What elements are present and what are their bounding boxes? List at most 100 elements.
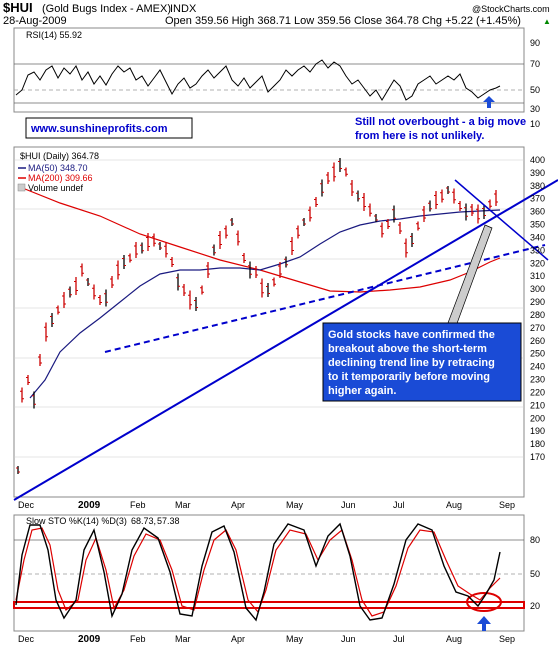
sto-tick: 20 xyxy=(530,601,540,611)
chart-symbol: $HUI xyxy=(3,0,33,15)
rsi-grid xyxy=(14,63,524,104)
price-tick-label: 340 xyxy=(530,232,545,242)
x-label: Dec xyxy=(18,500,35,510)
price-tick-label: 270 xyxy=(530,323,545,333)
website-link[interactable]: www.sunshineprofits.com xyxy=(30,123,168,135)
legend-volume: Volume undef xyxy=(28,183,84,193)
price-tick-label: 220 xyxy=(530,387,545,397)
x-label: Mar xyxy=(175,500,191,510)
sto-label-prefix: Slow STO %K(14) %D(3) xyxy=(26,516,127,526)
price-tick-label: 210 xyxy=(530,400,545,410)
chart-name: (Gold Bugs Index - AMEX) xyxy=(42,3,171,15)
x-label: Sep xyxy=(499,634,515,644)
sto-d-value: 57.38 xyxy=(157,516,180,526)
x-label: 2009 xyxy=(78,500,101,511)
price-tick-label: 370 xyxy=(530,194,545,204)
price-tick-label: 190 xyxy=(530,426,545,436)
x-label: Feb xyxy=(130,500,146,510)
rsi-tick: 10 xyxy=(530,119,540,129)
price-tick-label: 380 xyxy=(530,181,545,191)
website-box xyxy=(25,117,193,139)
price-tick-label: 180 xyxy=(530,439,545,449)
annotation-box xyxy=(322,322,522,402)
x-label: Apr xyxy=(231,500,245,510)
annotation-line-1: Gold stocks have confirmed the xyxy=(328,329,495,341)
rsi-line xyxy=(15,59,501,101)
sto-tick: 80 xyxy=(530,535,540,545)
price-x-axis: Dec 2009 Feb Mar Apr May Jun Jul Aug Sep xyxy=(18,500,515,511)
rsi-tick: 90 xyxy=(530,38,540,48)
sto-x-axis: Dec 2009 Feb Mar Apr May Jun Jul Aug Sep xyxy=(18,634,515,645)
price-tick-label: 290 xyxy=(530,297,545,307)
short-trend-line-dashed xyxy=(104,244,546,353)
price-tick-label: 390 xyxy=(530,168,545,178)
x-label: Jul xyxy=(393,500,405,510)
sto-panel-frame xyxy=(13,514,525,632)
x-label: Aug xyxy=(446,634,462,644)
x-label: 2009 xyxy=(78,634,101,645)
price-tick-label: 240 xyxy=(530,362,545,372)
rsi-tick: 50 xyxy=(530,85,540,95)
x-label: Feb xyxy=(130,634,146,644)
rsi-tick: 30 xyxy=(530,104,540,114)
price-bars xyxy=(16,158,498,474)
x-label: May xyxy=(286,500,304,510)
sto-k-line xyxy=(15,522,501,622)
sto-highlight-circle xyxy=(466,592,502,612)
price-tick-label: 230 xyxy=(530,375,545,385)
price-tick-label: 310 xyxy=(530,271,545,281)
rsi-label: RSI(14) 55.92 xyxy=(26,30,82,40)
price-tick-label: 400 xyxy=(530,155,545,165)
long-trend-line xyxy=(13,179,558,501)
sto-d-line xyxy=(15,527,501,617)
price-tick-label: 320 xyxy=(530,258,545,268)
price-tick-label: 360 xyxy=(530,207,545,217)
ma50-line xyxy=(29,209,501,399)
sto-up-arrow-icon xyxy=(477,616,491,631)
x-label: Apr xyxy=(231,634,245,644)
chart-ohlc: Open 359.56 High 368.71 Low 359.56 Close… xyxy=(165,15,521,27)
price-tick-label: 170 xyxy=(530,452,545,462)
annotation-line-3: declining trend line by retracing xyxy=(328,357,495,369)
price-tick-label: 250 xyxy=(530,349,545,359)
rsi-ticks: 90 70 50 30 10 xyxy=(530,38,540,129)
sto-grid xyxy=(14,539,524,575)
sto-oversold-band xyxy=(13,601,525,609)
rsi-up-arrow-icon xyxy=(483,96,495,108)
copyright: @StockCharts.com xyxy=(472,4,550,14)
sto-ticks: 80 50 20 xyxy=(530,535,540,611)
legend-price: $HUI (Daily) 364.78 xyxy=(20,151,99,161)
legend-volume-swatch xyxy=(17,183,26,192)
sto-k-value: 68.73, xyxy=(131,516,156,526)
legend-ma50: MA(50) 348.70 xyxy=(28,163,88,173)
price-tick-label: 350 xyxy=(530,220,545,230)
annotation-line-4: to it temporarily before moving xyxy=(328,371,490,383)
note-top-line-2: from here is not unlikely. xyxy=(355,130,484,142)
price-grid xyxy=(14,159,524,458)
x-label: Jun xyxy=(341,500,356,510)
sto-tick: 50 xyxy=(530,569,540,579)
annotation-line-2: breakout above the short-term xyxy=(328,343,487,355)
x-label: Jun xyxy=(341,634,356,644)
annotation-line-5: higher again. xyxy=(328,385,396,397)
price-tick-label: 330 xyxy=(530,245,545,255)
declining-trend-line xyxy=(454,179,549,261)
chart-exchange: INDX xyxy=(170,3,197,15)
x-label: Jul xyxy=(393,634,405,644)
price-tick-label: 260 xyxy=(530,336,545,346)
legend-ma200: MA(200) 309.66 xyxy=(28,173,93,183)
x-label: Sep xyxy=(499,500,515,510)
price-tick-label: 280 xyxy=(530,310,545,320)
rsi-panel-frame xyxy=(13,27,525,113)
price-ticks: 400 390 380 370 360 350 340 330 320 310 300 290 280 2… xyxy=(530,155,545,462)
price-panel-frame xyxy=(13,146,525,498)
x-label: Aug xyxy=(446,500,462,510)
ma200-line xyxy=(19,186,501,293)
note-top-line-1: Still not overbought - a big move xyxy=(355,116,526,128)
chart-ohlc-arrow-icon: ▲ xyxy=(543,17,551,26)
price-tick-label: 200 xyxy=(530,413,545,423)
chart-date: 28-Aug-2009 xyxy=(3,15,67,27)
x-label: May xyxy=(286,634,304,644)
rsi-tick: 70 xyxy=(530,59,540,69)
